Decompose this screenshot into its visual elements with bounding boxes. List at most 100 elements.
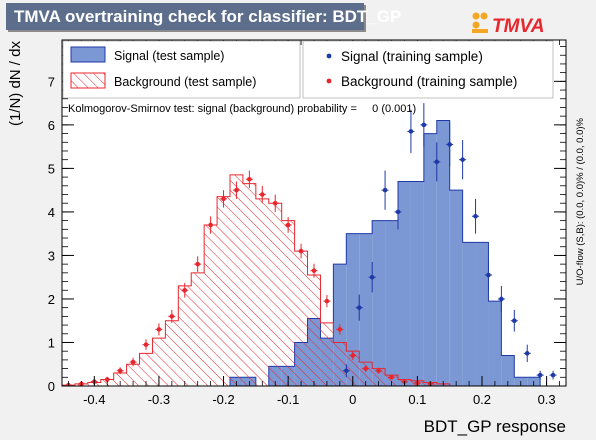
signal-test-bar	[385, 220, 398, 386]
background-test-bar	[281, 220, 295, 386]
legend-marker-signal-train	[326, 53, 332, 59]
background-test-bar	[359, 362, 373, 386]
y-tick-label: 1	[48, 335, 55, 350]
signal-train-point	[421, 122, 427, 128]
x-tick-label: 0.3	[538, 392, 556, 407]
background-train-point	[260, 192, 265, 197]
legend-label-background-train: Background (training sample)	[341, 74, 517, 89]
background-train-point	[234, 187, 239, 193]
background-test-bar	[242, 183, 256, 386]
signal-train-point	[382, 187, 388, 193]
y-tick-label: 7	[48, 74, 55, 89]
y-axis-label: (1/N) dN / dx	[7, 41, 24, 127]
background-train-point	[247, 176, 252, 182]
legend-label-background-test: Background (test sample)	[114, 75, 256, 89]
background-test-bar	[320, 322, 334, 386]
signal-test-bar	[423, 133, 437, 386]
background-test-bar	[372, 368, 386, 386]
background-test-bar	[204, 224, 218, 386]
tmva-logo: TMVA	[472, 12, 544, 37]
logo-dot-2	[480, 12, 488, 20]
logo-text: TMVA	[492, 16, 544, 37]
legend-swatch-signal-test	[70, 46, 106, 63]
background-train-point	[389, 374, 394, 380]
signal-test-bar	[346, 233, 360, 386]
signal-test-bar	[410, 181, 424, 386]
signal-train-point	[434, 159, 440, 165]
signal-train-point	[512, 318, 517, 324]
background-train-point	[324, 298, 330, 304]
background-test-bar	[152, 338, 166, 386]
ks-test-text: Kolmogorov-Smirnov test: signal (backgro…	[68, 103, 416, 115]
signal-train-point	[395, 209, 401, 215]
signal-test-bar	[398, 181, 411, 386]
x-tick-label: 0.2	[473, 392, 491, 407]
signal-test-bar	[475, 242, 489, 386]
legend-label-signal-test: Signal (test sample)	[114, 49, 224, 63]
background-test-bar	[230, 174, 243, 386]
background-train-point	[221, 196, 226, 202]
background-test-bar	[294, 251, 308, 386]
background-train-point	[104, 377, 110, 382]
background-train-point	[156, 327, 162, 332]
background-test-bar	[333, 342, 347, 386]
signal-train-point	[460, 157, 465, 162]
legend-right-box	[302, 40, 554, 99]
overflow-note: U/O-flow (S,B): (0.0, 0.0)% / (0.0, 0.0)…	[575, 117, 586, 285]
x-tick-label: -0.1	[277, 392, 299, 407]
background-test-bar	[268, 203, 282, 386]
y-tick-label: 5	[48, 161, 55, 176]
signal-test-bar	[436, 120, 450, 386]
logo-bar	[472, 29, 488, 33]
background-test-bar	[217, 196, 230, 386]
background-test-bar	[178, 285, 192, 386]
signal-test-bar	[372, 220, 386, 386]
signal-train-point	[369, 274, 375, 280]
logo-dot-1	[472, 12, 480, 20]
signal-train-point	[486, 272, 491, 278]
signal-train-point	[537, 372, 543, 378]
background-train-point	[130, 359, 136, 365]
signal-test-bar	[501, 355, 515, 386]
x-tick-label: -0.3	[148, 392, 170, 407]
background-train-point	[311, 268, 317, 273]
background-test-bar	[139, 353, 153, 386]
signal-train-point	[499, 296, 504, 302]
background-test-bar	[346, 351, 360, 386]
background-train-point	[169, 314, 175, 319]
signal-train-point	[344, 368, 349, 374]
legend-marker-background-train	[326, 78, 332, 84]
background-test-bar	[113, 372, 127, 386]
background-train-point	[182, 287, 188, 293]
logo-dot-3	[472, 21, 480, 29]
background-train-points	[64, 170, 434, 386]
background-train-point	[285, 222, 291, 228]
x-tick-label: -0.4	[83, 392, 105, 407]
signal-train-points	[342, 103, 557, 380]
y-tick-label: 0	[48, 379, 55, 394]
x-tick-label: 0	[349, 392, 356, 407]
x-tick-label: -0.2	[212, 392, 234, 407]
signal-train-point	[408, 129, 414, 134]
chart-title: TMVA overtraining check for classifier: …	[6, 3, 401, 30]
background-train-point	[195, 261, 200, 267]
signal-test-bar	[488, 301, 502, 386]
background-test-bar	[255, 198, 269, 386]
signal-train-point	[524, 351, 530, 356]
background-train-point	[208, 222, 213, 228]
background-test-bar	[385, 375, 398, 386]
background-train-point	[117, 368, 123, 374]
background-test-bar	[165, 320, 179, 386]
legend-label-signal-train: Signal (training sample)	[341, 49, 483, 64]
y-tick-label: 2	[48, 292, 55, 307]
signal-test-outline	[62, 120, 566, 386]
signal-train-point	[447, 142, 452, 147]
y-tick-label: 6	[48, 118, 55, 133]
background-test-bar	[126, 364, 140, 386]
background-test-bar	[307, 275, 321, 386]
signal-test-bar	[462, 242, 476, 386]
background-train-point	[272, 200, 278, 206]
background-train-point	[337, 327, 343, 332]
background-test-bar	[191, 272, 205, 386]
